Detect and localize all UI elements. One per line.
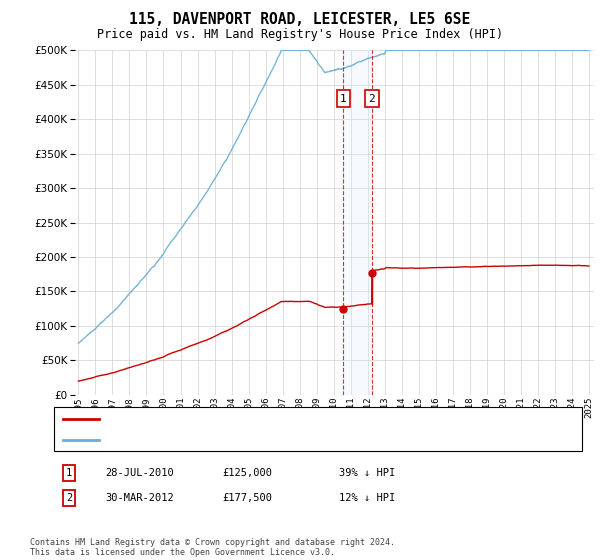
Text: 115, DAVENPORT ROAD, LEICESTER, LE5 6SE: 115, DAVENPORT ROAD, LEICESTER, LE5 6SE [130, 12, 470, 27]
Text: HPI: Average price, detached house, Leicester: HPI: Average price, detached house, Leic… [105, 435, 375, 445]
Text: 115, DAVENPORT ROAD, LEICESTER, LE5 6SE (detached house): 115, DAVENPORT ROAD, LEICESTER, LE5 6SE … [105, 414, 441, 424]
Text: 30-MAR-2012: 30-MAR-2012 [105, 493, 174, 503]
Bar [343, 50, 372, 395]
Text: 39% ↓ HPI: 39% ↓ HPI [339, 468, 395, 478]
Text: £177,500: £177,500 [222, 493, 272, 503]
Text: 28-JUL-2010: 28-JUL-2010 [105, 468, 174, 478]
Text: Contains HM Land Registry data © Crown copyright and database right 2024.
This d: Contains HM Land Registry data © Crown c… [30, 538, 395, 557]
Text: Price paid vs. HM Land Registry's House Price Index (HPI): Price paid vs. HM Land Registry's House … [97, 28, 503, 41]
Text: 12% ↓ HPI: 12% ↓ HPI [339, 493, 395, 503]
Text: £125,000: £125,000 [222, 468, 272, 478]
Text: 2: 2 [66, 493, 72, 503]
Text: 1: 1 [340, 94, 347, 104]
Text: 2: 2 [368, 94, 376, 104]
Text: 1: 1 [66, 468, 72, 478]
